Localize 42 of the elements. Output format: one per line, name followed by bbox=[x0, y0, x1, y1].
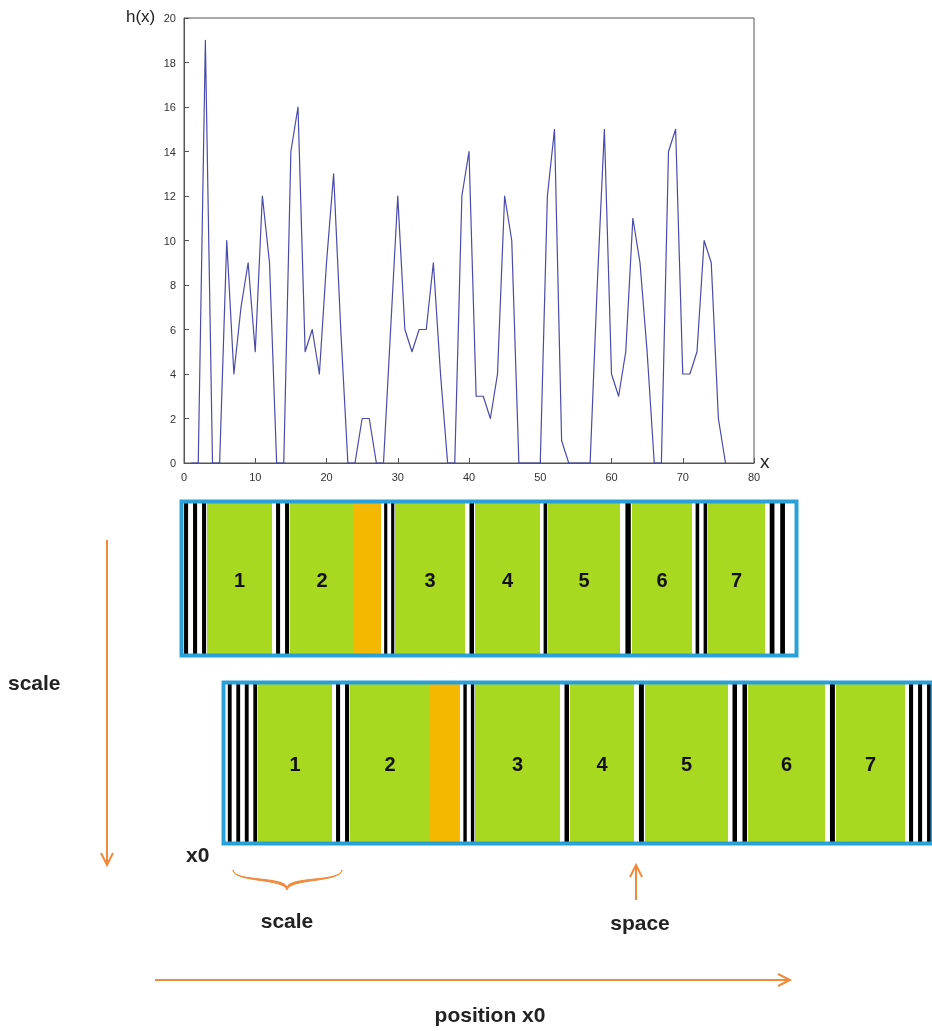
text: 2 bbox=[384, 753, 396, 775]
line-series bbox=[190, 39, 727, 464]
text: 7 bbox=[730, 568, 743, 591]
text: 6 bbox=[780, 753, 793, 775]
text: position x0 bbox=[434, 1003, 546, 1026]
x-tick-label: 50 bbox=[534, 470, 547, 483]
x-tick-label: 30 bbox=[391, 470, 404, 483]
text: 1 bbox=[289, 753, 301, 775]
x-tick-label: 60 bbox=[605, 470, 618, 483]
text: space bbox=[610, 911, 670, 934]
text: scale bbox=[8, 671, 61, 694]
text: 4 bbox=[596, 753, 609, 775]
text: 3 bbox=[511, 753, 524, 775]
y-tick-label: 18 bbox=[163, 56, 176, 69]
text: 4 bbox=[501, 568, 514, 591]
text: scale bbox=[260, 909, 314, 932]
text: 1 bbox=[233, 568, 246, 591]
y-tick-label: 16 bbox=[163, 101, 176, 113]
text: 5 bbox=[680, 753, 693, 775]
x-tick-label: 70 bbox=[676, 470, 689, 483]
y-tick-label: 4 bbox=[169, 368, 176, 380]
x-tick-label: 40 bbox=[462, 470, 476, 483]
x-axis-title: x bbox=[760, 451, 770, 472]
y-tick-label: 6 bbox=[169, 323, 176, 336]
text: 7 bbox=[864, 753, 877, 775]
y-tick-label: 20 bbox=[163, 12, 176, 24]
text: 2 bbox=[316, 568, 328, 591]
x-tick-label: 0 bbox=[180, 470, 188, 483]
x-tick-label: 20 bbox=[320, 470, 333, 483]
x-tick-label: 10 bbox=[249, 470, 262, 483]
y-axis-title: h(x) bbox=[126, 7, 156, 26]
text: 5 bbox=[578, 568, 590, 591]
y-tick-label: 10 bbox=[163, 234, 176, 247]
text: 6 bbox=[656, 568, 668, 591]
y-tick-label: 12 bbox=[163, 190, 176, 202]
y-tick-label: 2 bbox=[169, 412, 176, 425]
y-tick-label: 8 bbox=[169, 279, 176, 291]
text: 3 bbox=[424, 568, 436, 591]
y-tick-label: 0 bbox=[169, 457, 176, 469]
text: x0 bbox=[186, 843, 210, 866]
y-tick-label: 14 bbox=[163, 145, 176, 158]
x-tick-label: 80 bbox=[747, 470, 761, 483]
